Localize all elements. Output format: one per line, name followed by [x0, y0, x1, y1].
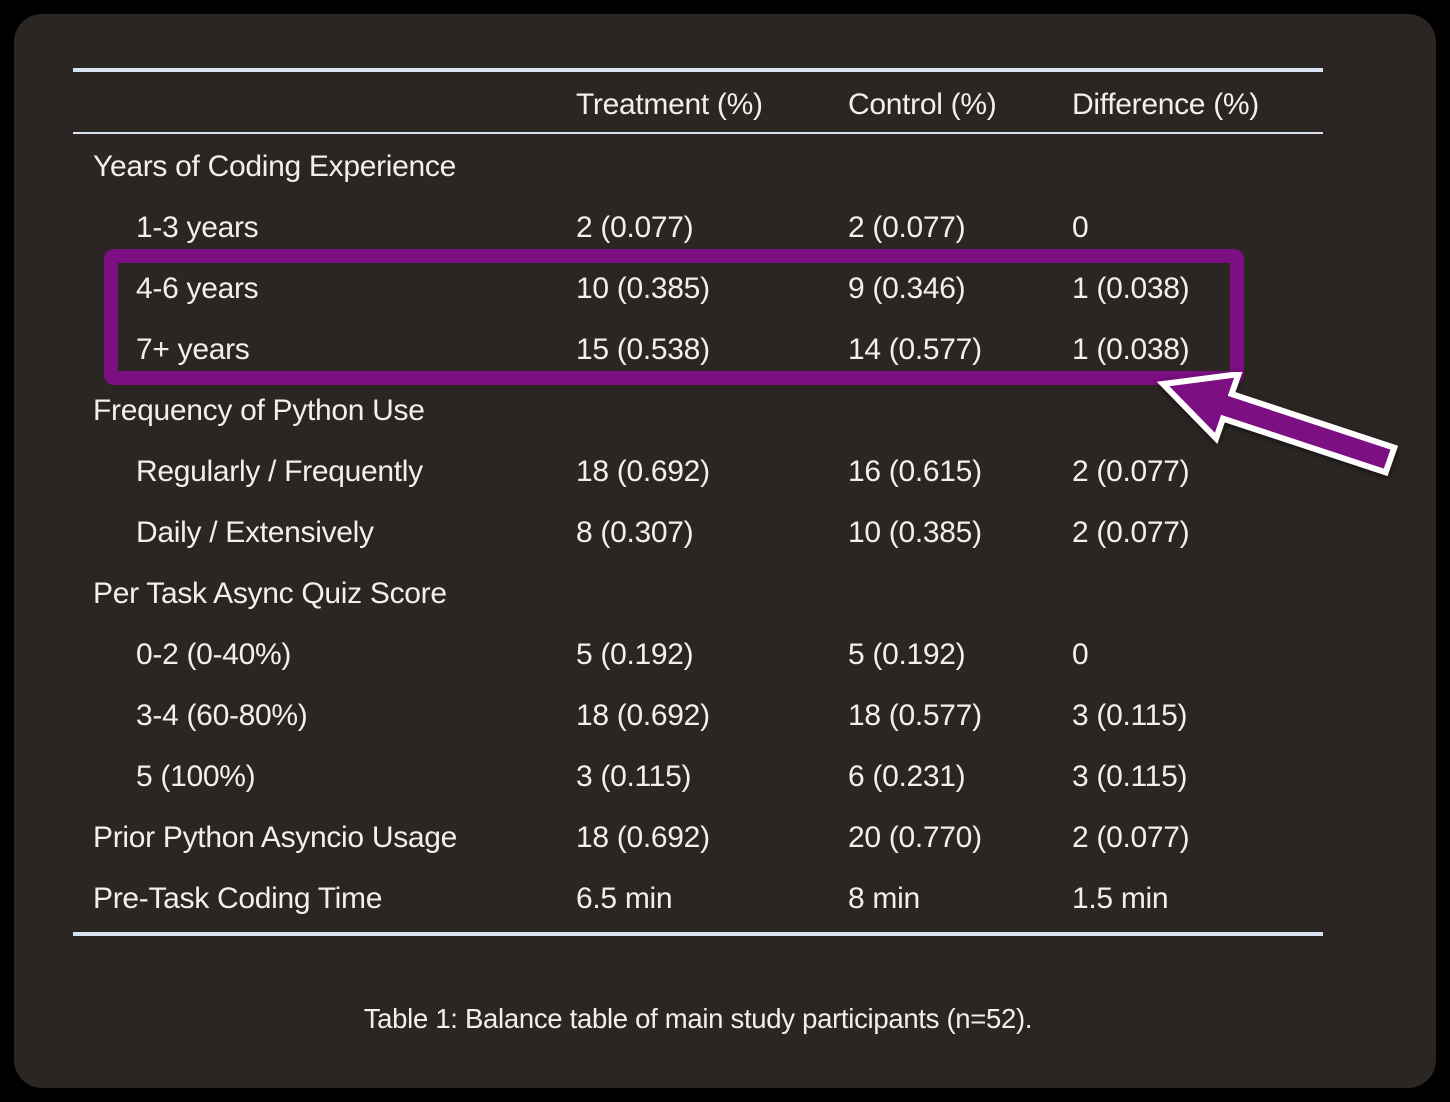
- row-label: Pre-Task Coding Time: [93, 881, 383, 915]
- table-row: 1-3 years 2 (0.077) 2 (0.077) 0: [73, 197, 1323, 258]
- row-value: 9 (0.346): [848, 271, 966, 305]
- row-label: Per Task Async Quiz Score: [93, 576, 447, 610]
- row-value: 20 (0.770): [848, 820, 982, 854]
- row-value: 10 (0.385): [576, 271, 710, 305]
- row-value: 2 (0.077): [1072, 454, 1190, 488]
- row-value: 3 (0.115): [576, 759, 692, 793]
- row-value: 8 (0.307): [576, 515, 694, 549]
- row-value: 5 (0.192): [576, 637, 694, 671]
- row-label: 3-4 (60-80%): [136, 698, 308, 732]
- row-value: 5 (0.192): [848, 637, 966, 671]
- row-value: 10 (0.385): [848, 515, 982, 549]
- table-row: 4-6 years 10 (0.385) 9 (0.346) 1 (0.038): [73, 258, 1323, 319]
- table-row: Regularly / Frequently 18 (0.692) 16 (0.61…: [73, 441, 1323, 502]
- row-value: 14 (0.577): [848, 332, 982, 366]
- table-row: 3-4 (60-80%) 18 (0.692) 18 (0.577) 3 (0.115…: [73, 685, 1323, 746]
- row-value: 18 (0.692): [576, 820, 710, 854]
- row-label: 1-3 years: [136, 210, 259, 244]
- table-top-rule: [73, 68, 1323, 72]
- table-caption: Table 1: Balance table of main study par…: [363, 1003, 1033, 1034]
- table-body: Years of Coding Experience 1-3 years 2 (0.…: [73, 136, 1323, 929]
- row-value: 18 (0.577): [848, 698, 982, 732]
- row-value: 1.5 min: [1072, 881, 1169, 915]
- row-value: 3 (0.115): [1072, 759, 1188, 793]
- header-difference: Difference (%): [1072, 87, 1259, 121]
- row-value: 2 (0.077): [1072, 515, 1190, 549]
- header-treatment: Treatment (%): [576, 87, 763, 121]
- row-value: 2 (0.077): [848, 210, 966, 244]
- row-label: 0-2 (0-40%): [136, 637, 292, 671]
- row-value: 15 (0.538): [576, 332, 710, 366]
- row-label: 4-6 years: [136, 271, 259, 305]
- row-value: 18 (0.692): [576, 454, 710, 488]
- table-row: Years of Coding Experience: [73, 136, 1323, 197]
- row-value: 2 (0.077): [576, 210, 694, 244]
- row-label: 5 (100%): [136, 759, 256, 793]
- table-row: 7+ years 15 (0.538) 14 (0.577) 1 (0.038): [73, 319, 1323, 380]
- table-header-row: Treatment (%) Control (%) Difference (%): [73, 77, 1323, 134]
- row-value: 2 (0.077): [1072, 820, 1190, 854]
- row-value: 3 (0.115): [1072, 698, 1188, 732]
- row-value: 1 (0.038): [1072, 271, 1190, 305]
- row-value: 8 min: [848, 881, 920, 915]
- row-label: Prior Python Asyncio Usage: [93, 820, 458, 854]
- table-row: Per Task Async Quiz Score: [73, 563, 1323, 624]
- row-label: 7+ years: [136, 332, 250, 366]
- row-label: Frequency of Python Use: [93, 393, 425, 427]
- row-label: Years of Coding Experience: [93, 149, 456, 183]
- header-control: Control (%): [848, 87, 997, 121]
- row-value: 0: [1072, 210, 1089, 244]
- row-value: 16 (0.615): [848, 454, 982, 488]
- table-row: 0-2 (0-40%) 5 (0.192) 5 (0.192) 0: [73, 624, 1323, 685]
- row-value: 0: [1072, 637, 1089, 671]
- table-row: 5 (100%) 3 (0.115) 6 (0.231) 3 (0.115): [73, 746, 1323, 807]
- row-value: 6 (0.231): [848, 759, 966, 793]
- table-bottom-rule: [73, 932, 1323, 936]
- row-value: 6.5 min: [576, 881, 673, 915]
- table-row: Pre-Task Coding Time 6.5 min 8 min 1.5 min: [73, 868, 1323, 929]
- table-panel: [14, 14, 1436, 1088]
- row-value: 18 (0.692): [576, 698, 710, 732]
- table-row: Prior Python Asyncio Usage 18 (0.692) 20 (…: [73, 807, 1323, 868]
- row-label: Regularly / Frequently: [136, 454, 423, 488]
- row-label: Daily / Extensively: [136, 515, 374, 549]
- row-value: 1 (0.038): [1072, 332, 1190, 366]
- table-row: Frequency of Python Use: [73, 380, 1323, 441]
- table-row: Daily / Extensively 8 (0.307) 10 (0.385) 2 …: [73, 502, 1323, 563]
